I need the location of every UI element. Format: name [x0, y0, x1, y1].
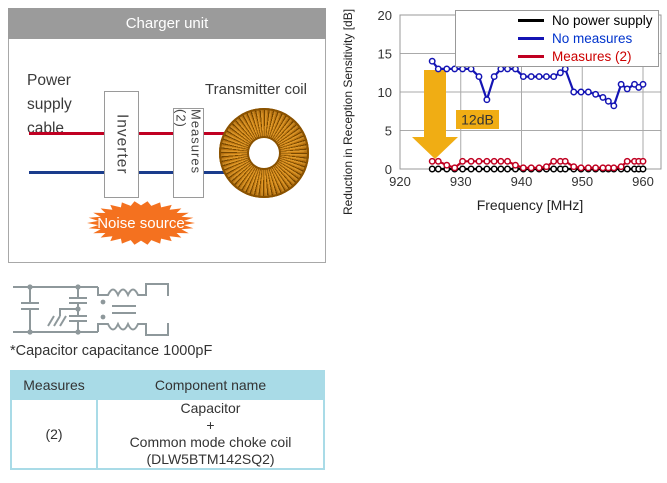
svg-text:10: 10 — [378, 85, 392, 100]
charger-unit-diagram: Charger unit Power supply cable Transmit… — [8, 8, 326, 263]
noise-source-burst: Noise source — [86, 200, 196, 246]
svg-text:940: 940 — [511, 174, 533, 189]
svg-text:960: 960 — [632, 174, 654, 189]
starburst-icon — [87, 201, 195, 245]
component-cell: Capacitor + Common mode choke coil (DLW5… — [96, 397, 325, 471]
x-axis-label: Frequency [MHz] — [477, 197, 584, 213]
legend-item-no-power-supply: No power supply — [518, 13, 658, 29]
transmitter-coil-label: Transmitter coil — [205, 81, 307, 98]
svg-text:15: 15 — [378, 47, 392, 62]
capacitor-note: *Capacitor capacitance 1000pF — [10, 343, 213, 359]
y-axis-label: Reduction in Reception Sensitivity [dB] — [341, 9, 355, 215]
measures-cell: (2) — [10, 397, 98, 471]
reduction-arrow-icon — [412, 70, 458, 159]
legend-label-measures-2: Measures (2) — [552, 48, 632, 64]
inverter-label: Inverter — [113, 114, 131, 175]
sensitivity-chart: 0 5 10 15 20 920 930 940 950 960 12dB Frequency [… — [340, 0, 667, 240]
table-row: (2) Capacitor + Common mode choke coil (… — [10, 397, 325, 471]
legend-label-no-power-supply: No power supply — [552, 13, 653, 29]
measures-block: Measures (2) — [173, 108, 204, 198]
measures-table: Measures Component name (2) Capacitor + … — [10, 370, 325, 471]
annotation-12db-label: 12dB — [461, 112, 494, 128]
legend-item-no-measures: No measures — [518, 31, 658, 47]
power-supply-cable-label: Power supply cable — [27, 72, 72, 138]
table-header-row: Measures Component name — [10, 370, 325, 400]
svg-text:930: 930 — [450, 174, 472, 189]
legend-line-red — [518, 54, 544, 58]
svg-text:950: 950 — [571, 174, 593, 189]
chart-legend: No power supply No measures Measures (2) — [455, 10, 659, 67]
measures-block-label: Measures (2) — [173, 109, 204, 175]
transmitter-coil-icon — [219, 108, 309, 198]
charger-unit-title: Charger unit — [8, 8, 326, 39]
svg-text:5: 5 — [385, 124, 392, 139]
legend-item-measures-2: Measures (2) — [518, 48, 658, 64]
inverter-block: Inverter — [104, 91, 139, 198]
table-header-component: Component name — [96, 370, 325, 400]
svg-text:920: 920 — [389, 174, 411, 189]
filter-circuit-schematic — [13, 283, 169, 336]
svg-text:20: 20 — [378, 8, 392, 23]
legend-label-no-measures: No measures — [552, 31, 633, 46]
svg-text:0: 0 — [385, 162, 392, 177]
legend-line-blue — [518, 37, 544, 40]
chart-series — [428, 57, 647, 173]
legend-line-black — [518, 19, 544, 23]
annotation-box — [456, 110, 499, 129]
table-header-measures: Measures — [10, 370, 98, 400]
noise-source-label: Noise source — [97, 214, 185, 232]
